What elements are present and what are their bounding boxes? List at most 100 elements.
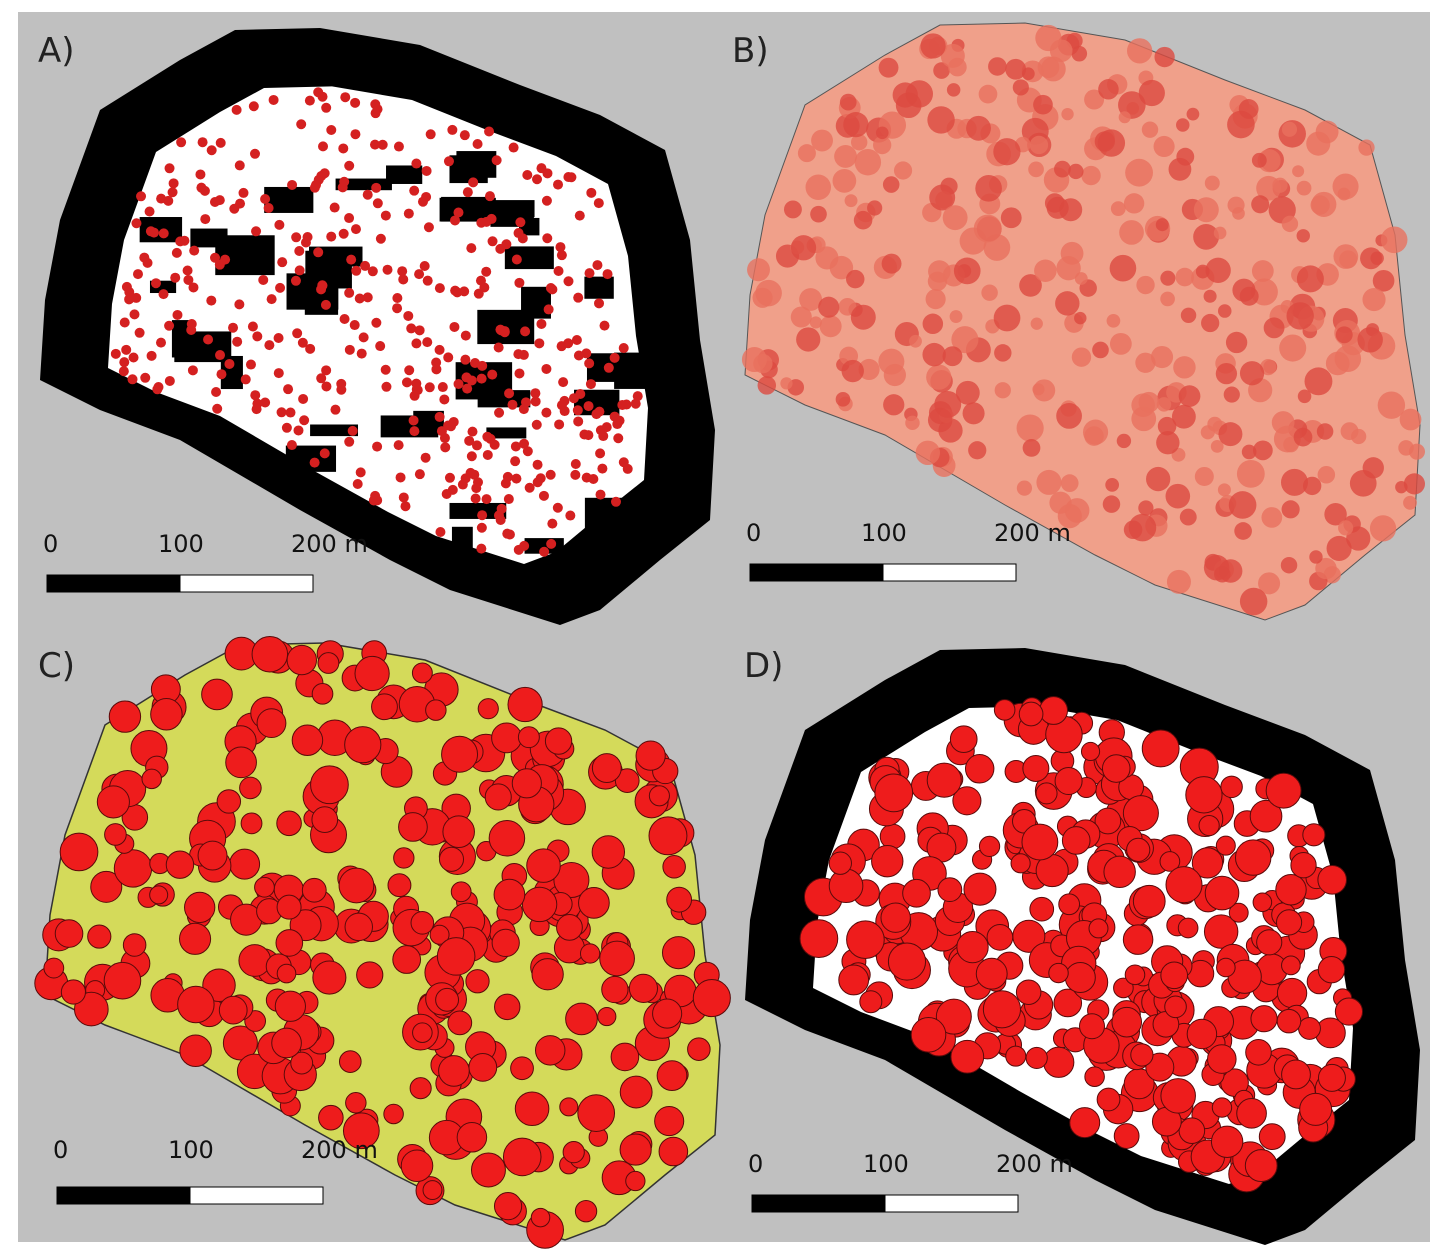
canopy-blob bbox=[882, 176, 900, 193]
tree-point bbox=[393, 141, 404, 152]
tree-point bbox=[393, 440, 404, 451]
crown-segment bbox=[838, 964, 870, 996]
crown-segment bbox=[229, 848, 261, 880]
tree-point bbox=[495, 514, 506, 525]
tree-point bbox=[425, 129, 436, 140]
crown-segment bbox=[59, 832, 99, 872]
tree-point bbox=[443, 156, 454, 167]
tree-point bbox=[346, 254, 357, 265]
crown-segment bbox=[54, 919, 84, 948]
crown-segment bbox=[108, 700, 142, 733]
tree-point bbox=[493, 342, 504, 353]
canopy-blob bbox=[850, 134, 868, 151]
canopy-blob bbox=[1110, 201, 1126, 216]
tree-point bbox=[531, 419, 542, 430]
crown-segment bbox=[356, 961, 384, 989]
crown-segment bbox=[256, 708, 287, 739]
canopy-blob bbox=[1239, 587, 1268, 616]
tree-point bbox=[461, 372, 472, 383]
canopy-blob bbox=[1335, 326, 1353, 344]
canopy-blob bbox=[1082, 419, 1109, 445]
canopy-blob bbox=[883, 394, 905, 416]
tree-point bbox=[482, 449, 493, 460]
tree-point bbox=[536, 318, 547, 329]
crown-segment bbox=[1203, 914, 1239, 949]
tree-point bbox=[176, 137, 187, 148]
canopy-blob bbox=[846, 269, 865, 289]
canopy-blob bbox=[1156, 431, 1180, 455]
tree-point bbox=[422, 275, 433, 286]
tree-point bbox=[375, 233, 386, 244]
canopy-blob bbox=[1102, 495, 1121, 513]
canopy-blob bbox=[1061, 107, 1074, 121]
tree-point bbox=[563, 172, 574, 183]
crown-segment bbox=[986, 924, 1014, 951]
tree-point bbox=[140, 372, 151, 383]
tree-point bbox=[439, 394, 450, 405]
crown-segment bbox=[393, 847, 415, 869]
canopy-blob bbox=[1138, 391, 1160, 413]
tree-point bbox=[167, 187, 178, 198]
tree-point bbox=[583, 401, 594, 412]
tree-point bbox=[330, 404, 341, 415]
crown-segment bbox=[553, 861, 590, 898]
tree-point bbox=[522, 169, 533, 180]
canopy-blob bbox=[1201, 313, 1220, 333]
canopy-blob bbox=[1203, 289, 1217, 303]
crown-segment bbox=[1299, 1092, 1333, 1126]
crown-segment bbox=[177, 985, 215, 1024]
crown-segment bbox=[982, 990, 1022, 1029]
tree-point bbox=[535, 473, 546, 484]
canopy-blob bbox=[1333, 244, 1359, 269]
tree-point bbox=[524, 482, 535, 493]
tree-point bbox=[380, 364, 391, 375]
panel-label: D) bbox=[744, 646, 783, 686]
crown-segment bbox=[218, 995, 248, 1025]
crown-segment bbox=[400, 1149, 434, 1182]
tree-point bbox=[215, 350, 226, 361]
tree-point bbox=[599, 320, 610, 331]
mask-patch bbox=[479, 200, 535, 218]
tree-point bbox=[406, 323, 417, 334]
tree-point bbox=[209, 196, 220, 207]
canopy-blob bbox=[905, 415, 920, 431]
canopy-blob bbox=[1281, 215, 1299, 233]
canopy-blob bbox=[1271, 411, 1295, 434]
tree-point bbox=[183, 274, 194, 285]
tree-point bbox=[238, 187, 249, 198]
tree-point bbox=[277, 257, 288, 268]
crown-segment bbox=[1164, 995, 1187, 1019]
crown-segment bbox=[544, 727, 573, 755]
crown-segment bbox=[1178, 1117, 1206, 1144]
scale-label: 0 bbox=[746, 519, 761, 547]
canopy-blob bbox=[1156, 397, 1172, 412]
crown-segment bbox=[425, 699, 447, 721]
crown-segment bbox=[456, 1122, 488, 1153]
canopy-blob bbox=[1251, 152, 1267, 168]
canopy-blob bbox=[1178, 385, 1201, 407]
tree-point bbox=[340, 92, 351, 103]
tree-point bbox=[321, 102, 332, 113]
crown-segment bbox=[1252, 892, 1273, 913]
tree-point bbox=[258, 274, 269, 285]
canopy-blob bbox=[1232, 278, 1256, 302]
tree-point bbox=[344, 436, 355, 447]
tree-point bbox=[206, 295, 217, 306]
tree-point bbox=[466, 451, 477, 462]
tree-point bbox=[594, 298, 605, 309]
mask-patch bbox=[614, 352, 664, 389]
tree-point bbox=[595, 448, 606, 459]
crown-segment bbox=[87, 924, 112, 949]
crown-segment bbox=[1080, 741, 1101, 762]
crown-segment bbox=[1244, 1149, 1278, 1183]
tree-point bbox=[552, 502, 563, 513]
canopy-blob bbox=[934, 390, 962, 418]
labels: A) 0 100 200 m B) 0 100 200 m C) 0 100 200 m D) 0 100 2… bbox=[38, 31, 1073, 1213]
crown-segment bbox=[113, 849, 153, 888]
canopy-blob bbox=[1146, 466, 1171, 492]
tree-point bbox=[392, 303, 403, 314]
tree-point bbox=[199, 185, 210, 196]
canopy-blob bbox=[1193, 223, 1219, 250]
canopy-blob bbox=[1150, 345, 1174, 369]
canopy-blob bbox=[1165, 483, 1191, 509]
